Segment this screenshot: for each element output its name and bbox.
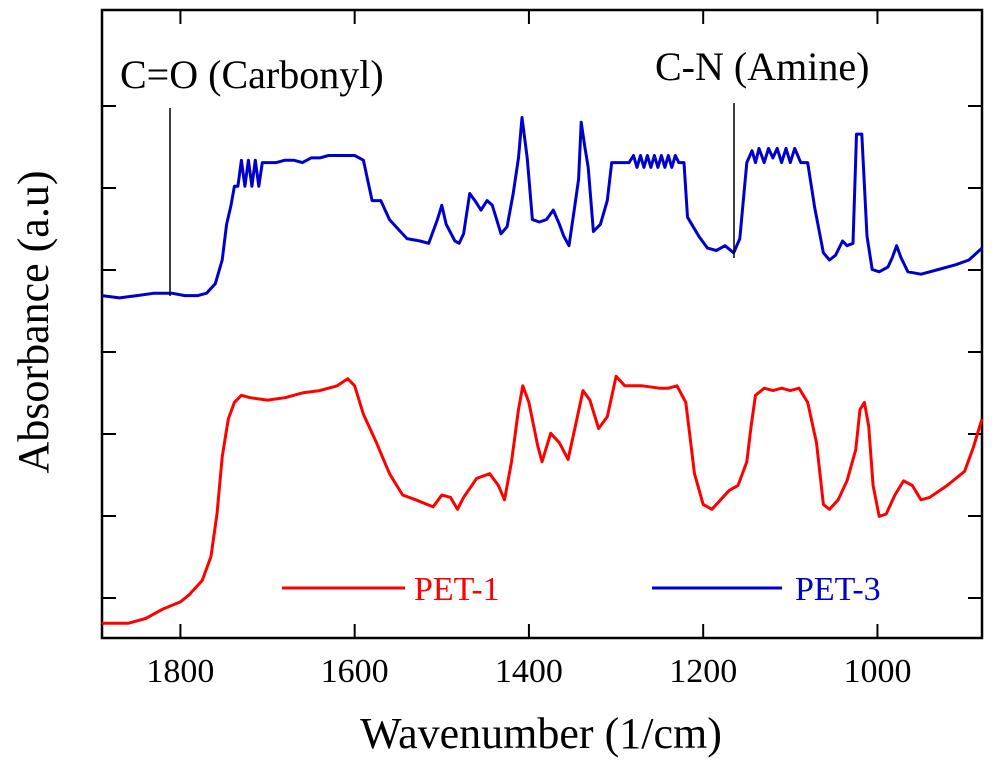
x-tick-label: 1200 [669,653,737,690]
x-tick-label: 1400 [495,653,563,690]
x-tick-label: 1800 [146,653,214,690]
annotation-carbonyl: C=O (Carbonyl) [120,52,384,97]
legend-label-pet1: PET-1 [414,571,500,608]
y-axis-title: Absorbance (a.u) [9,171,58,474]
plot-frame [100,8,984,640]
x-tick-labels: 1800 1600 1400 1200 1000 [146,653,911,690]
annotation-amine: C-N (Amine) [655,44,869,89]
x-tick-label: 1600 [321,653,389,690]
series-line-pet-3 [101,116,984,300]
axis-ticks [102,10,982,638]
series-lines [101,116,984,625]
series-line-pet-1 [102,374,984,625]
x-axis-title: Wavenumber (1/cm) [360,709,722,758]
legend-label-pet3: PET-3 [795,571,881,608]
x-tick-label: 1000 [843,653,911,690]
